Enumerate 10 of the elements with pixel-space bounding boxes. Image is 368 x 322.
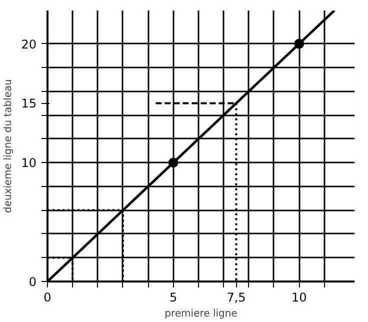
y-tick-label: 15 xyxy=(21,96,37,111)
x-tick-label: 7,5 xyxy=(226,290,246,304)
x-tick-label: 5 xyxy=(170,290,178,304)
y-axis-title: deuxieme ligne du tableau xyxy=(3,78,14,213)
x-axis-title: premiere ligne xyxy=(164,308,238,320)
x-tick-label: 0 xyxy=(44,290,52,304)
y-tick-label: 10 xyxy=(21,156,37,170)
y-tick-label: 20 xyxy=(21,37,37,52)
x-tick-label: 10 xyxy=(292,290,307,304)
y-tick-label: 0 xyxy=(28,275,37,289)
